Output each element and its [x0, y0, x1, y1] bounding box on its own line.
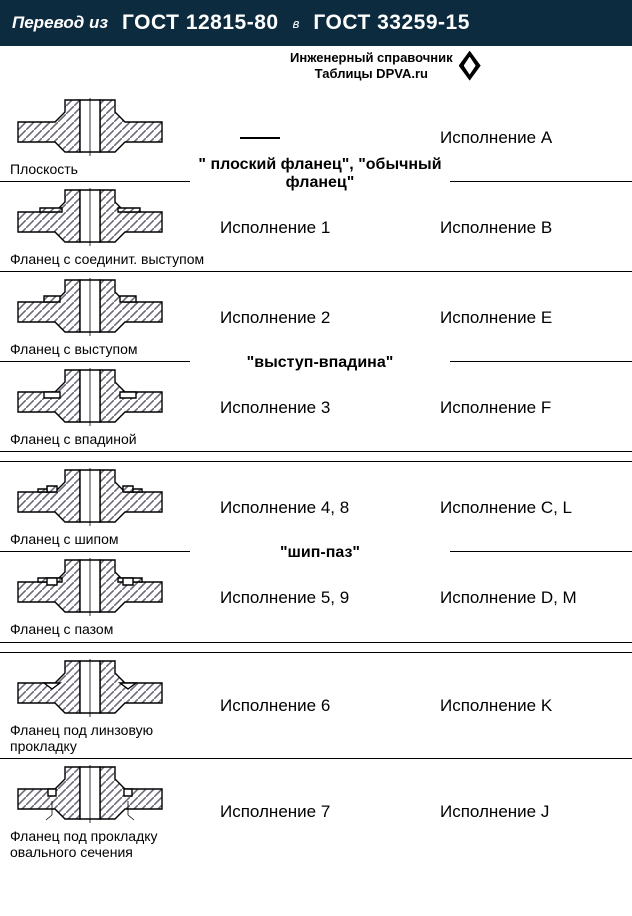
flange-diagram-cell: Фланец с шипом [10, 468, 210, 547]
connector-label: в [293, 16, 300, 31]
table-row: Фланец с выступом Исполнение 2Исполнение … [0, 272, 632, 362]
gost-old-value: Исполнение 3 [210, 398, 420, 418]
flange-caption: Фланец с впадиной [10, 431, 137, 447]
gost-old-value: Исполнение 4, 8 [210, 498, 420, 518]
gost-new-value: Исполнение J [420, 802, 620, 822]
flange-caption: Фланец под линзовую прокладку [10, 722, 210, 754]
flange-caption: Фланец с шипом [10, 531, 119, 547]
table-row: Фланец с впадиной Исполнение 3Исполнение … [0, 362, 632, 452]
diamond-icon [459, 51, 481, 81]
flange-diagram-cell: Фланец с соединит. выступом [10, 188, 210, 267]
watermark: Инженерный справочник Таблицы DPVA.ru [290, 50, 620, 81]
flange-diagram-cell: Фланец под линзовую прокладку [10, 659, 210, 754]
gost-new-value: Исполнение D, M [420, 588, 620, 608]
flange-caption: Фланец с соединит. выступом [10, 251, 204, 267]
group-label: " плоский фланец", "обычный фланец" [190, 156, 450, 192]
gost-new-value: Исполнение K [420, 696, 620, 716]
gost-old-value: Исполнение 2 [210, 308, 420, 328]
flange-diagram-cell: Фланец с пазом [10, 558, 210, 637]
flange-caption: Фланец с пазом [10, 621, 113, 637]
translate-from-label: Перевод из [12, 13, 108, 33]
flange-caption: Фланец под прокладку овального сечения [10, 828, 210, 860]
dash-icon [240, 137, 280, 139]
table-row: Фланец под линзовую прокладкуИсполнение … [0, 653, 632, 759]
table-row: Фланец с пазом Исполнение 5, 9Исполнение … [0, 552, 632, 642]
flange-diagram-cell: Фланец с впадиной [10, 368, 210, 447]
gost-old-value [210, 137, 420, 139]
gost-old-value: Исполнение 1 [210, 218, 420, 238]
gost-old-value: Исполнение 6 [210, 696, 420, 716]
gost-old-value: Исполнение 7 [210, 802, 420, 822]
section-separator [0, 452, 632, 462]
gost-new-value: Исполнение A [420, 128, 620, 148]
flange-diagram-cell: Фланец с выступом [10, 278, 210, 357]
gost-old: ГОСТ 12815-80 [122, 11, 279, 35]
gost-new-value: Исполнение B [420, 218, 620, 238]
watermark-line2: Таблицы DPVA.ru [290, 66, 453, 82]
header-bar: Перевод из ГОСТ 12815-80 в ГОСТ 33259-15 [0, 0, 632, 46]
table-row: Фланец под прокладку овального сеченияИс… [0, 759, 632, 864]
group-label: "шип-паз" [190, 544, 450, 562]
flange-caption: Фланец с выступом [10, 341, 138, 357]
table-row: ПлоскостьИсполнение A" плоский фланец", … [0, 92, 632, 182]
table-row: Фланец с шипом Исполнение 4, 8Исполнение … [0, 462, 632, 552]
gost-new-value: Исполнение C, L [420, 498, 620, 518]
table-row: Фланец с соединит. выступом Исполнение 1И… [0, 182, 632, 272]
table-body: Плоскость Исполнение A " плоский фланец", … [0, 46, 632, 864]
gost-new-value: Исполнение F [420, 398, 620, 418]
gost-new-value: Исполнение E [420, 308, 620, 328]
flange-diagram-cell: Фланец под прокладку овального сечения [10, 765, 210, 860]
watermark-line1: Инженерный справочник [290, 50, 453, 66]
section-separator [0, 643, 632, 653]
gost-new: ГОСТ 33259-15 [313, 11, 470, 35]
group-label: "выступ-впадина" [190, 354, 450, 372]
gost-old-value: Исполнение 5, 9 [210, 588, 420, 608]
flange-caption: Плоскость [10, 161, 78, 177]
flange-diagram-cell: Плоскость [10, 98, 210, 177]
